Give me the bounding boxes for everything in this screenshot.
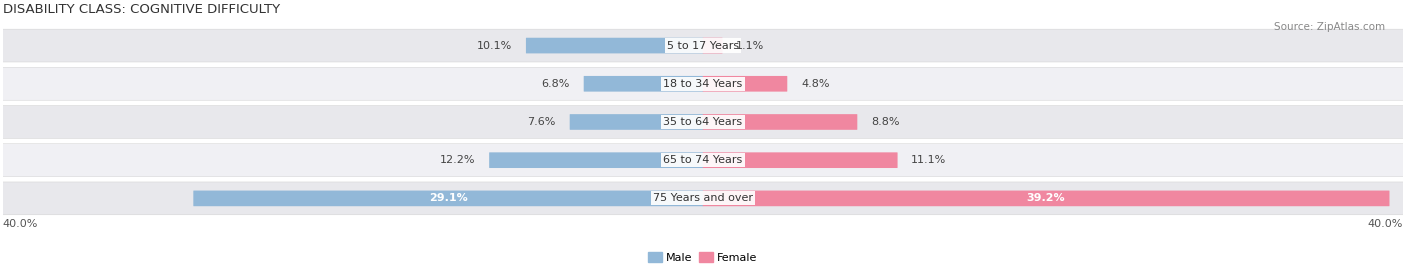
Text: 6.8%: 6.8% [541, 79, 569, 89]
FancyBboxPatch shape [1, 67, 1405, 100]
Text: 75 Years and over: 75 Years and over [652, 193, 754, 203]
Legend: Male, Female: Male, Female [644, 248, 762, 267]
Text: 40.0%: 40.0% [1368, 219, 1403, 230]
FancyBboxPatch shape [1, 29, 1405, 62]
Text: 7.6%: 7.6% [527, 117, 555, 127]
FancyBboxPatch shape [703, 152, 897, 168]
FancyBboxPatch shape [1, 182, 1405, 215]
FancyBboxPatch shape [194, 191, 703, 206]
FancyBboxPatch shape [1, 106, 1405, 139]
FancyBboxPatch shape [583, 76, 703, 92]
FancyBboxPatch shape [703, 76, 787, 92]
FancyBboxPatch shape [703, 191, 1389, 206]
Text: DISABILITY CLASS: COGNITIVE DIFFICULTY: DISABILITY CLASS: COGNITIVE DIFFICULTY [3, 3, 280, 16]
Text: 12.2%: 12.2% [440, 155, 475, 165]
FancyBboxPatch shape [526, 38, 703, 53]
FancyBboxPatch shape [489, 152, 703, 168]
FancyBboxPatch shape [1, 144, 1405, 177]
FancyBboxPatch shape [569, 114, 703, 130]
Text: 29.1%: 29.1% [429, 193, 468, 203]
Text: 39.2%: 39.2% [1026, 193, 1066, 203]
FancyBboxPatch shape [703, 114, 858, 130]
Text: 11.1%: 11.1% [911, 155, 946, 165]
Text: 35 to 64 Years: 35 to 64 Years [664, 117, 742, 127]
Text: 18 to 34 Years: 18 to 34 Years [664, 79, 742, 89]
Text: 1.1%: 1.1% [737, 40, 765, 50]
Text: 65 to 74 Years: 65 to 74 Years [664, 155, 742, 165]
Text: 40.0%: 40.0% [3, 219, 38, 230]
Text: 10.1%: 10.1% [477, 40, 512, 50]
FancyBboxPatch shape [703, 38, 723, 53]
Text: 5 to 17 Years: 5 to 17 Years [666, 40, 740, 50]
Text: Source: ZipAtlas.com: Source: ZipAtlas.com [1274, 22, 1385, 32]
Text: 4.8%: 4.8% [801, 79, 830, 89]
Text: 8.8%: 8.8% [872, 117, 900, 127]
